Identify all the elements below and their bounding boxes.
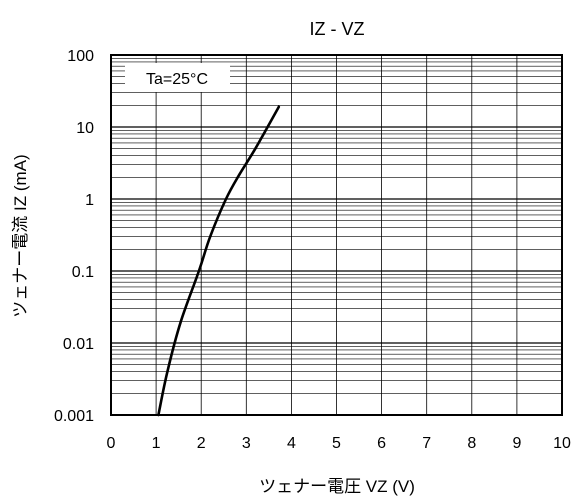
x-tick-label: 0 (107, 435, 116, 452)
plot-frame (110, 54, 563, 416)
x-tick-label: 7 (422, 435, 431, 452)
x-tick-label: 1 (152, 435, 161, 452)
x-tick-label: 3 (242, 435, 251, 452)
x-tick-label: 5 (332, 435, 341, 452)
x-tick-label: 10 (553, 435, 571, 452)
y-tick-label: 0.001 (54, 408, 94, 425)
x-tick-label: 2 (197, 435, 206, 452)
y-axis-label: ツェナー電流 IZ (mA) (11, 154, 30, 317)
series-line-0 (157, 105, 281, 417)
series-layer (157, 105, 281, 417)
chart-title: IZ - VZ (310, 19, 365, 39)
x-tick-label: 8 (467, 435, 476, 452)
y-tick-label: 0.01 (63, 336, 94, 353)
grid (111, 55, 562, 415)
tick-labels: 0 1 2 3 4 5 6 7 8 9 10 0.001 0.01 0.1 1 10 100 (54, 48, 571, 452)
temperature-annotation: Ta=25°C (125, 63, 230, 92)
y-tick-label: 1 (85, 192, 94, 209)
x-axis-label: ツェナー電圧 VZ (V) (259, 477, 415, 496)
x-tick-label: 4 (287, 435, 296, 452)
y-tick-label: 100 (67, 48, 94, 65)
x-tick-label: 9 (512, 435, 521, 452)
y-tick-label: 10 (76, 120, 94, 137)
annotation-box (125, 63, 230, 92)
y-tick-label: 0.1 (72, 264, 94, 281)
x-tick-label: 6 (377, 435, 386, 452)
annotation-text: Ta=25°C (146, 71, 208, 88)
